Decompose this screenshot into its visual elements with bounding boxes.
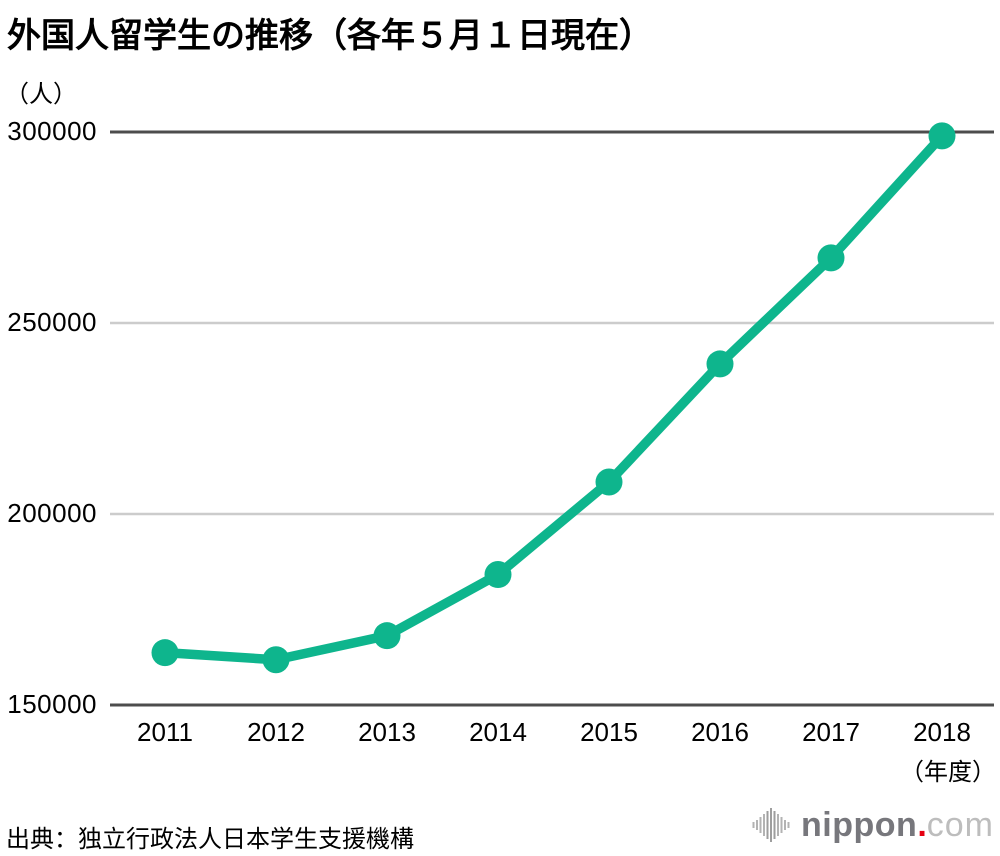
data-line (160, 131, 947, 665)
data-point (595, 468, 623, 496)
x-axis-unit-label: （年度） (900, 759, 996, 786)
y-tick-label: 300000 (7, 116, 97, 146)
y-tick-label: 150000 (7, 689, 97, 719)
source-credit: 出典：独立行政法人日本学生支援機構 (6, 826, 414, 853)
logo-dot: . (917, 806, 927, 844)
chart-title: 外国人留学生の推移（各年５月１日現在） (7, 17, 653, 55)
data-point (928, 122, 956, 150)
x-tick-label: 2014 (469, 717, 527, 747)
x-tick-label: 2013 (358, 717, 416, 747)
x-tick-label: 2018 (913, 717, 971, 747)
x-tick-label: 2016 (691, 717, 749, 747)
data-point (262, 646, 290, 674)
data-point (151, 639, 179, 667)
logo-text-nippon: nippon (801, 806, 918, 844)
data-point (817, 244, 845, 272)
x-tick-label: 2017 (802, 717, 860, 747)
data-point (706, 350, 734, 378)
y-tick-label: 250000 (7, 307, 97, 337)
y-tick-label: 200000 (7, 498, 97, 528)
logo-text-com: com (926, 806, 994, 844)
x-tick-label: 2012 (247, 717, 305, 747)
nippon-logo: nippon. com (752, 804, 994, 846)
data-point (373, 622, 401, 650)
y-axis-unit-label: （人） (5, 81, 77, 108)
x-tick-label: 2011 (137, 717, 193, 747)
soundwave-bars-icon (752, 808, 790, 842)
data-point (484, 561, 512, 589)
x-tick-label: 2015 (580, 717, 638, 747)
